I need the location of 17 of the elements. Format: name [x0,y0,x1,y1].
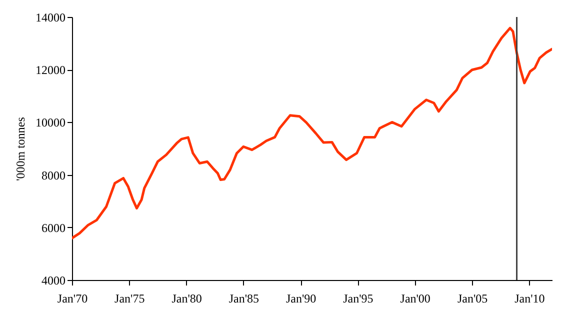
x-tick-label: Jan'00 [400,292,430,306]
y-tick-label: 12000 [36,63,66,78]
line-series [72,26,552,240]
x-tick-label: Jan'80 [172,292,202,306]
x-tick-label: Jan'05 [457,292,488,306]
y-tick-label: 8000 [42,168,66,182]
x-tick-label: Jan'95 [343,292,374,306]
x-tick-label: Jan'10 [514,292,545,306]
x-tick-label: Jan'70 [57,292,88,306]
x-tick-label: Jan'75 [114,292,145,306]
y-axis-title: '000m tonnes [14,116,28,181]
y-tick-label: 6000 [42,220,66,235]
y-tick-label: 10000 [36,116,66,130]
y-tick-label: 14000 [36,10,66,24]
x-tick-label: Jan'90 [286,292,316,306]
x-tick-label: Jan'85 [228,292,260,306]
y-tick-label: 4000 [42,274,66,288]
